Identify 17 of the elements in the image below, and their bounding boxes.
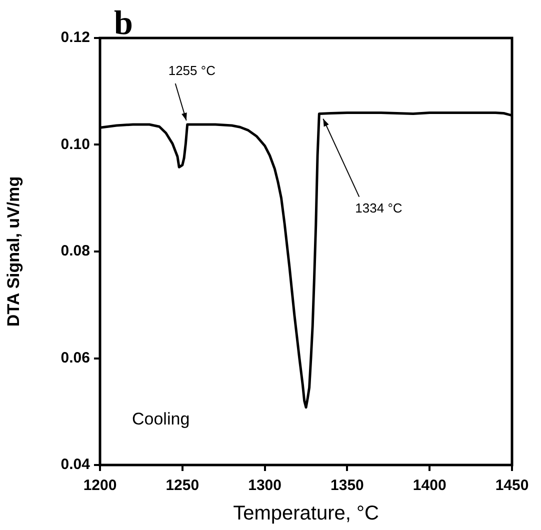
x-tick-label: 1300	[248, 477, 282, 494]
y-tick-label: 0.08	[60, 242, 90, 260]
annotation: Cooling	[132, 410, 190, 429]
x-tick-label: 1400	[412, 477, 446, 494]
y-tick-label: 0.12	[60, 29, 90, 46]
y-tick-label: 0.04	[60, 456, 91, 474]
x-tick-label: 1350	[330, 477, 364, 494]
y-tick-label: 0.10	[60, 136, 90, 153]
x-tick-label: 1250	[166, 477, 200, 494]
annotation: b	[114, 5, 133, 42]
x-tick-label: 1450	[495, 477, 529, 494]
x-axis-title: Temperature, °C	[233, 502, 379, 525]
y-axis-title: DTA Signal, uV/mg	[4, 176, 23, 327]
y-tick-label: 0.06	[60, 349, 90, 366]
annotation: 1255 °C	[168, 63, 216, 78]
annotation: 1334 °C	[355, 200, 402, 216]
x-tick-label: 1200	[83, 477, 117, 494]
